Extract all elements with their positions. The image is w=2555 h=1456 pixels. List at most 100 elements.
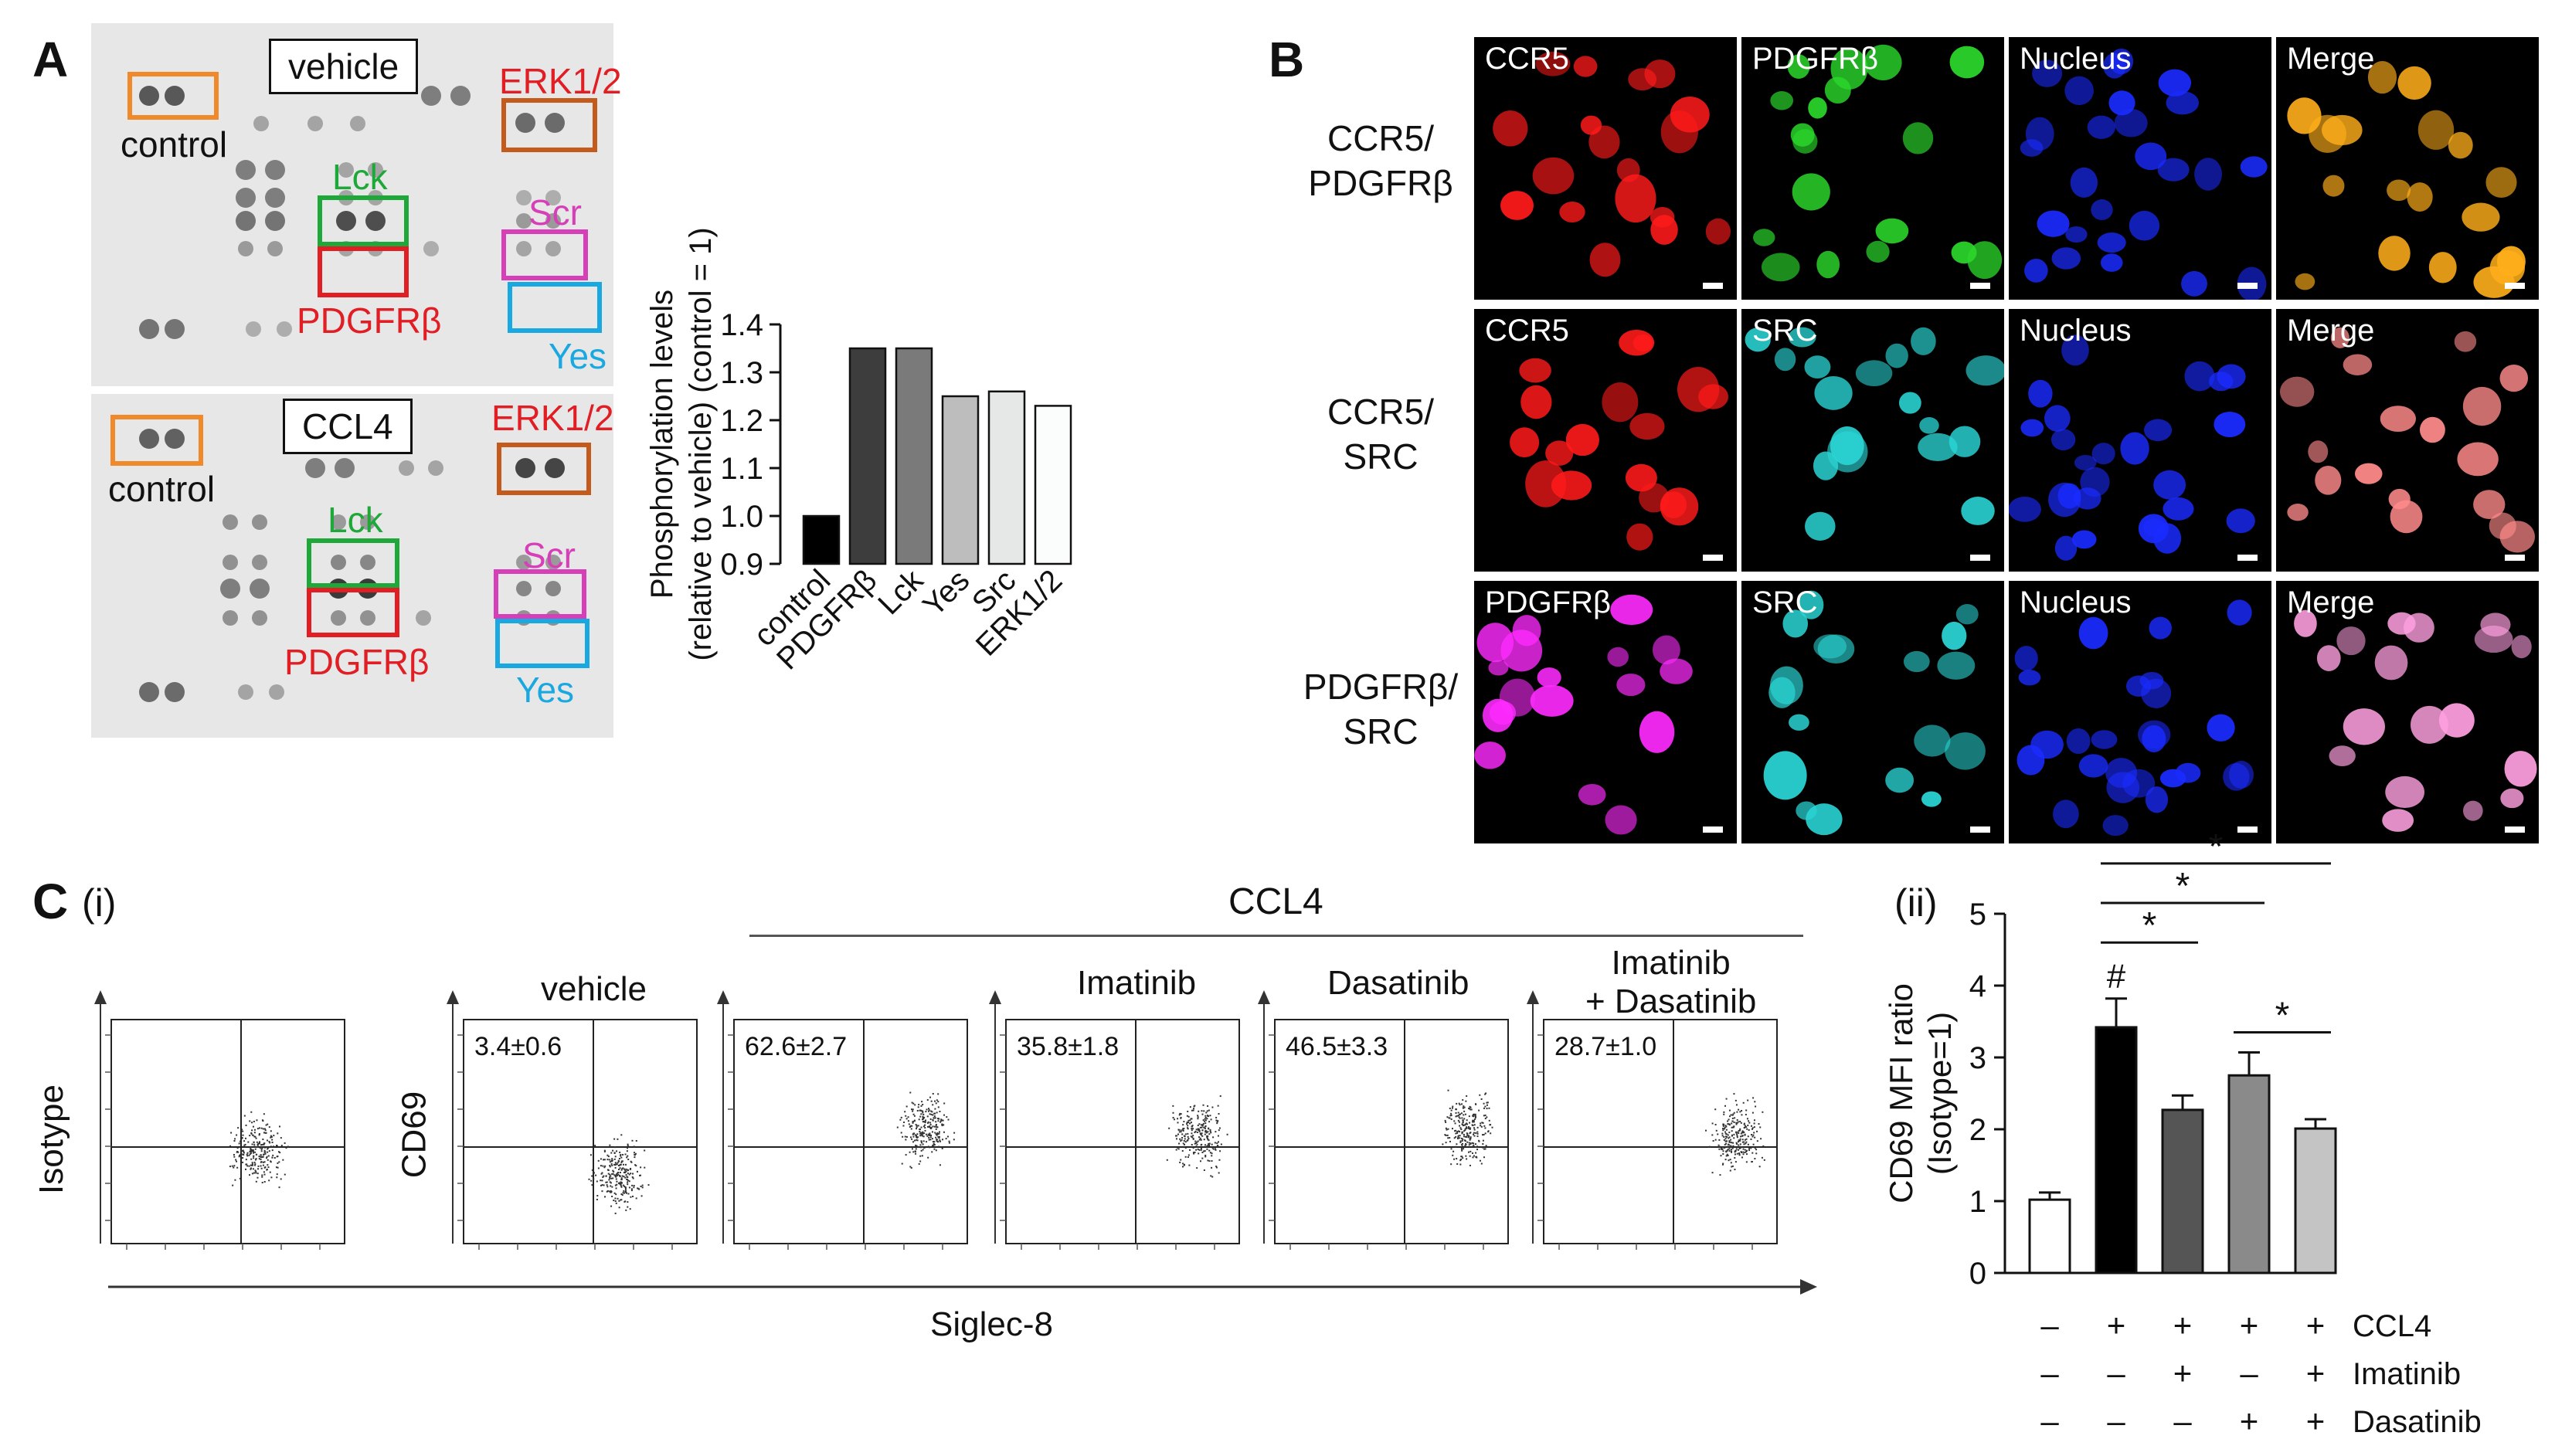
event-dot (1469, 1150, 1472, 1152)
event-dot (591, 1175, 593, 1177)
event-dot (1462, 1145, 1464, 1148)
event-dot (266, 1169, 268, 1171)
event-dot (268, 1150, 270, 1152)
event-dot (230, 1132, 233, 1134)
event-dot (935, 1124, 937, 1126)
phosphorylation-bar-chart: 0.91.01.11.21.31.4controlPDGFRβLckYesSrc… (645, 227, 1072, 677)
event-dot (1474, 1143, 1476, 1145)
event-dot (1731, 1114, 1734, 1116)
event-dot (1201, 1125, 1204, 1127)
event-dot (1192, 1152, 1194, 1154)
event-dot (1711, 1122, 1714, 1125)
event-dot (1474, 1116, 1476, 1118)
event-dot (1739, 1145, 1741, 1148)
event-dot (953, 1132, 956, 1134)
cell-blobs (2294, 609, 2537, 833)
event-dot (1469, 1136, 1472, 1139)
event-dot (243, 1144, 246, 1146)
y-arrow-head (989, 990, 1001, 1004)
event-dot (1215, 1149, 1217, 1151)
event-dot (1191, 1118, 1193, 1120)
event-dot (922, 1149, 924, 1151)
event-dot (911, 1101, 913, 1104)
cell-blob (1588, 125, 1620, 159)
event-dot (1201, 1113, 1204, 1115)
event-dot (929, 1134, 931, 1136)
cell-blob (1782, 609, 1809, 638)
event-dot (613, 1138, 616, 1140)
cell-blob (2163, 497, 2194, 521)
event-dot (247, 1141, 250, 1143)
event-dot (1463, 1135, 1465, 1138)
event-dot (620, 1199, 623, 1201)
event-dot (1459, 1159, 1462, 1162)
event-dot (255, 1145, 257, 1148)
event-dot (1211, 1106, 1214, 1108)
event-dot (250, 1167, 253, 1169)
event-dot (1175, 1135, 1177, 1137)
event-dot (1179, 1161, 1181, 1163)
event-dot (1731, 1126, 1733, 1128)
event-dot (1184, 1133, 1187, 1135)
event-dot (616, 1163, 618, 1166)
event-dot (918, 1162, 920, 1165)
event-dot (1487, 1131, 1490, 1133)
event-dot (234, 1179, 236, 1181)
event-dot (606, 1184, 608, 1186)
event-dot (238, 1142, 240, 1145)
event-dot (635, 1197, 637, 1200)
event-dot (624, 1188, 627, 1190)
event-dot (1182, 1128, 1184, 1131)
event-dot (1211, 1176, 1214, 1178)
blot-spot (338, 241, 354, 256)
event-dot (263, 1142, 266, 1145)
event-dot (600, 1158, 602, 1160)
event-dot (1483, 1156, 1485, 1159)
event-dot (259, 1147, 261, 1149)
event-dot (929, 1146, 931, 1149)
event-dot (916, 1139, 918, 1141)
event-dot (1208, 1142, 1210, 1145)
event-dot (916, 1125, 918, 1127)
cell-blob (2145, 786, 2169, 813)
event-dot (1727, 1134, 1729, 1136)
event-dot (1212, 1136, 1215, 1139)
cell-blob (2071, 530, 2097, 549)
event-dot (1751, 1160, 1753, 1162)
blot-spot (516, 190, 532, 205)
event-dot (1756, 1140, 1758, 1142)
event-dot (1726, 1135, 1728, 1138)
event-dot (1714, 1123, 1717, 1125)
event-dot (1178, 1142, 1181, 1145)
event-dot (1168, 1127, 1170, 1129)
cell-blob (2511, 635, 2532, 659)
event-dot (919, 1144, 922, 1146)
event-dot (267, 1159, 269, 1161)
event-dot (1184, 1163, 1186, 1166)
event-dot (253, 1157, 255, 1159)
cell-blob (1804, 355, 1831, 378)
event-dot (624, 1190, 627, 1192)
event-dot (263, 1143, 265, 1145)
event-dot (1740, 1132, 1742, 1135)
event-dot (1468, 1115, 1470, 1118)
event-dot (1207, 1139, 1209, 1141)
event-dot (914, 1134, 916, 1136)
cell-blob (1698, 384, 1728, 409)
event-dot (609, 1161, 611, 1163)
event-dot (610, 1162, 613, 1165)
cell-blob (2009, 496, 2041, 522)
cell-blob (1519, 358, 1551, 383)
event-dot (916, 1126, 918, 1128)
event-dot (938, 1135, 940, 1138)
event-dot (931, 1131, 933, 1133)
event-dot (1189, 1106, 1191, 1108)
event-dot (1177, 1133, 1179, 1135)
event-dot (627, 1147, 629, 1149)
event-dot (595, 1174, 597, 1176)
siglec8-axis-label: Siglec-8 (930, 1305, 1053, 1343)
event-dot (1461, 1142, 1463, 1145)
cell-blob (2454, 331, 2477, 352)
event-dot (1484, 1105, 1486, 1108)
event-dot (1754, 1158, 1756, 1160)
